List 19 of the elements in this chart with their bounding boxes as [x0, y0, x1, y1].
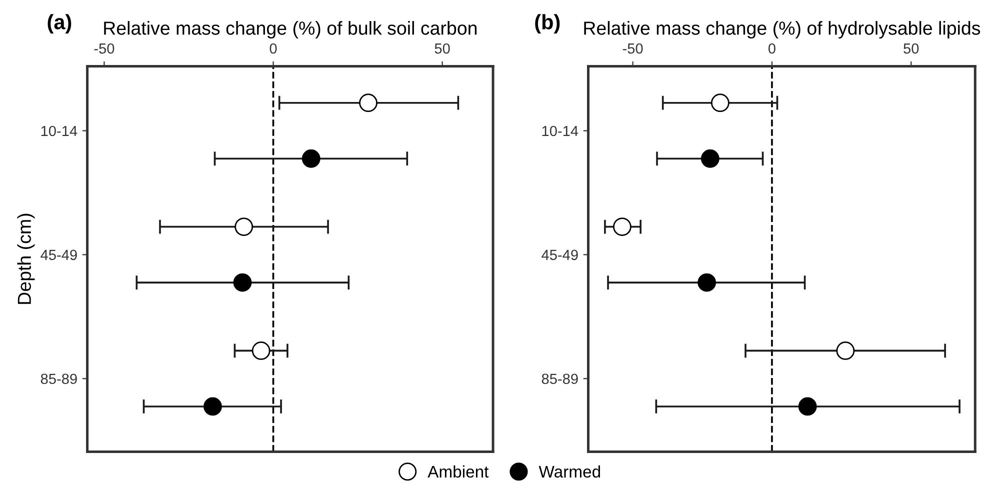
x-tick-label: -50: [94, 43, 114, 54]
y-tick-label: 10-14: [542, 126, 578, 136]
x-axis-title: Relative mass change (%) of hydrolysable lipids: [584, 21, 980, 39]
legend-label: Ambient: [428, 465, 489, 478]
x-tick-label: 0: [768, 43, 776, 54]
y-tick-label: 85-89: [542, 374, 578, 384]
legend-label: Warmed: [538, 465, 600, 478]
x-tick-label: 50: [904, 43, 919, 54]
y-tick-label: 45-49: [40, 250, 77, 260]
x-tick-label: -50: [622, 43, 643, 54]
x-axis-title: Relative mass change (%) of bulk soil carbon: [104, 21, 477, 39]
y-tick-label: 10-14: [41, 126, 78, 136]
chart-title: (a): [48, 14, 72, 34]
chart-title: (b): [535, 14, 560, 34]
y-tick-label: 45-49: [542, 250, 578, 260]
x-tick-label: 0: [270, 43, 277, 54]
y-axis-title: Depth (cm): [17, 214, 35, 304]
x-tick-label: 50: [434, 43, 450, 54]
y-tick-label: 85-89: [40, 374, 77, 384]
